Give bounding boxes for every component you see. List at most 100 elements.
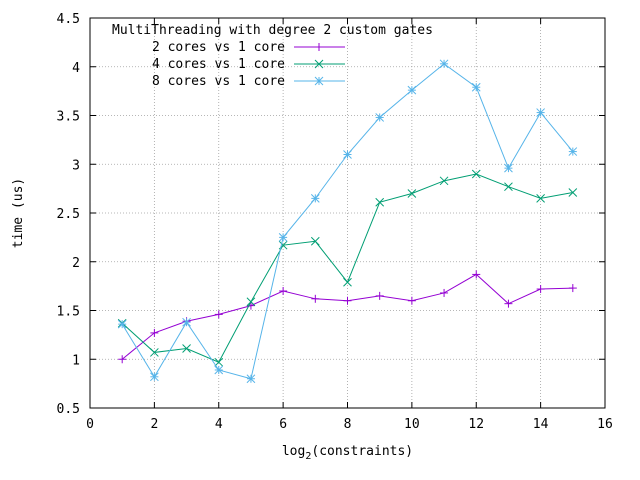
x-axis-title-log: log <box>282 444 305 459</box>
data-point <box>182 317 191 327</box>
y-tick-label: 3 <box>72 158 80 173</box>
marker-stroke-d2 <box>407 189 417 198</box>
marker-stroke-d2 <box>568 188 578 197</box>
marker-stroke-d2 <box>182 344 191 353</box>
marker-stroke-d2 <box>214 357 224 367</box>
data-point <box>246 374 256 384</box>
legend-label: 4 cores vs 1 core <box>152 57 285 72</box>
data-point <box>439 176 449 186</box>
marker-stroke-d2 <box>310 194 320 203</box>
marker-stroke-d2 <box>343 277 352 287</box>
y-tick-label: 4.5 <box>57 12 80 27</box>
marker-stroke-d2 <box>182 317 191 327</box>
legend-label: 8 cores vs 1 core <box>152 74 285 89</box>
marker-stroke-d2 <box>314 59 324 69</box>
legend-marker <box>315 43 323 51</box>
data-point <box>440 288 449 297</box>
x-tick-label: 4 <box>215 417 223 432</box>
marker-stroke-d2 <box>536 194 545 203</box>
data-point <box>311 294 320 303</box>
data-point <box>117 319 127 329</box>
data-point <box>375 197 385 207</box>
x-tick-label: 10 <box>404 417 420 432</box>
data-point <box>472 270 481 279</box>
data-point <box>568 147 578 156</box>
x-axis-title-rest: (constraints) <box>311 444 413 459</box>
data-point <box>214 357 224 367</box>
legend-label: 2 cores vs 1 core <box>152 40 285 55</box>
series-3 <box>117 59 578 384</box>
legend-title: MultiThreading with degree 2 custom gate… <box>112 23 433 38</box>
y-tick-label: 1 <box>72 353 80 368</box>
data-point <box>150 348 159 357</box>
data-point <box>504 163 513 173</box>
marker-stroke-d2 <box>343 150 352 159</box>
series-line <box>121 273 573 360</box>
data-point <box>310 194 320 203</box>
x-tick-label: 16 <box>597 417 613 432</box>
marker-stroke-d2 <box>117 319 127 329</box>
marker-stroke-d2 <box>568 147 578 156</box>
marker-stroke-d2 <box>439 176 449 186</box>
series-group <box>117 59 578 384</box>
data-point <box>504 182 513 192</box>
marker-stroke-d2 <box>439 59 449 69</box>
y-axis-title: time (us) <box>11 178 26 248</box>
marker-stroke-d2 <box>504 163 513 173</box>
marker-stroke-d2 <box>150 372 159 382</box>
data-point <box>214 365 224 375</box>
data-point <box>536 194 545 203</box>
data-point <box>118 355 127 364</box>
data-point <box>246 297 256 307</box>
data-point <box>279 287 288 295</box>
marker-stroke-d2 <box>214 365 224 375</box>
x-tick-label: 8 <box>344 417 352 432</box>
marker-stroke-d2 <box>278 233 288 242</box>
marker-stroke-d2 <box>375 197 385 207</box>
grid <box>90 18 605 408</box>
data-point <box>471 82 481 92</box>
y-tick-label: 4 <box>72 61 80 76</box>
data-point <box>568 188 578 197</box>
marker-stroke-d2 <box>536 108 545 117</box>
data-point <box>407 189 417 198</box>
legend: MultiThreading with degree 2 custom gate… <box>112 23 433 89</box>
x-tick-label: 14 <box>533 417 549 432</box>
data-point <box>504 299 513 308</box>
data-point <box>536 108 545 117</box>
axis-ticks: 0 2 4 6 8 10 12 14 16 0.5 1 1.5 2 2.5 3 3.5 4 4.5 <box>57 12 613 432</box>
y-tick-label: 3.5 <box>57 110 80 125</box>
data-point <box>182 344 191 353</box>
y-tick-label: 2 <box>72 256 80 271</box>
data-point <box>375 291 384 300</box>
y-tick-label: 1.5 <box>57 305 80 320</box>
legend-item: 8 cores vs 1 core <box>152 74 345 89</box>
marker-stroke-d2 <box>471 82 481 92</box>
data-point <box>536 285 545 294</box>
data-point <box>568 284 577 293</box>
data-point <box>407 296 416 305</box>
data-point <box>310 236 320 246</box>
x-tick-label: 2 <box>150 417 158 432</box>
data-point <box>246 301 255 310</box>
data-point <box>150 328 159 337</box>
x-tick-label: 0 <box>86 417 94 432</box>
x-axis-title-subscript: 2 <box>305 451 311 462</box>
data-point <box>343 296 352 305</box>
legend-marker <box>314 59 324 69</box>
marker-stroke-d2 <box>246 297 256 307</box>
data-point <box>214 310 223 319</box>
legend-marker <box>314 76 324 86</box>
data-point <box>471 169 481 179</box>
x-axis-title: log2(constraints) <box>282 444 413 462</box>
marker-stroke-d2 <box>407 85 417 95</box>
marker-stroke-d2 <box>310 236 320 246</box>
marker-stroke-d2 <box>246 374 256 384</box>
marker-stroke-d2 <box>375 113 385 122</box>
marker-stroke-d2 <box>504 182 513 192</box>
marker-stroke-d2 <box>314 76 324 86</box>
y-tick-label: 0.5 <box>57 402 80 417</box>
data-point <box>343 277 352 287</box>
marker-stroke-d2 <box>150 348 159 357</box>
